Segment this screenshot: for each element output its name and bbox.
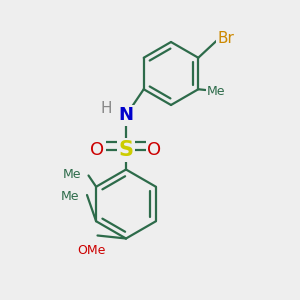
Text: O: O <box>90 141 105 159</box>
Text: N: N <box>118 106 134 124</box>
Text: OMe: OMe <box>77 244 106 257</box>
Text: Me: Me <box>61 190 80 203</box>
Text: Me: Me <box>63 167 81 181</box>
Text: Me: Me <box>207 85 225 98</box>
Text: Br: Br <box>218 31 234 46</box>
Text: H: H <box>101 101 112 116</box>
Text: O: O <box>147 141 162 159</box>
Text: S: S <box>118 140 134 160</box>
